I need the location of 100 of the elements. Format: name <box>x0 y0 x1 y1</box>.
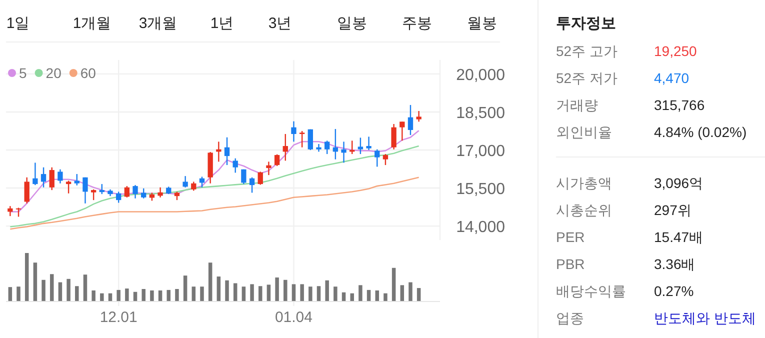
bar <box>150 290 154 301</box>
text: 0.27% <box>654 283 694 299</box>
bar <box>108 293 112 301</box>
y-tick-label: 17,000 <box>456 143 506 160</box>
category-label: 외인비율 <box>556 124 612 140</box>
candlestick <box>116 191 122 204</box>
candlestick <box>366 136 372 151</box>
candlestick <box>232 158 238 174</box>
bar <box>366 290 371 301</box>
text: 3년 <box>268 15 292 32</box>
bar <box>275 277 279 301</box>
candlestick <box>382 153 388 166</box>
candlestick <box>124 185 130 198</box>
category-label: PER <box>556 229 585 245</box>
text: 투자정보 <box>556 15 616 32</box>
bar <box>408 282 412 301</box>
bar <box>83 274 88 301</box>
bar <box>384 293 388 301</box>
text: 297위 <box>654 202 692 218</box>
bar <box>175 289 179 301</box>
candlestick <box>266 161 272 176</box>
text: 315,766 <box>654 97 705 113</box>
bar <box>192 286 196 301</box>
candlestick <box>249 176 255 194</box>
text: 1일 <box>6 15 30 32</box>
category-label: 배당수익률 <box>556 283 626 299</box>
text: 1년 <box>210 15 234 32</box>
candlestick <box>291 120 296 142</box>
text: 15.47배 <box>654 229 704 245</box>
category-label: 52주 저가 <box>556 70 618 86</box>
bar <box>92 290 96 301</box>
bar <box>42 280 46 301</box>
candlestick <box>299 130 305 148</box>
text: 3.36배 <box>654 256 696 272</box>
candlestick <box>224 136 230 166</box>
bar <box>350 293 354 301</box>
candlestick <box>99 183 104 195</box>
candlestick <box>66 180 72 194</box>
bar <box>342 292 346 301</box>
bar <box>166 290 171 301</box>
candlestick <box>132 184 138 199</box>
candlestick <box>158 186 163 198</box>
bar <box>116 290 120 301</box>
bar <box>142 289 146 301</box>
bar <box>200 286 204 301</box>
bar <box>100 293 104 301</box>
candlestick <box>341 141 346 164</box>
legend-label: 60 <box>80 65 96 81</box>
candlestick <box>308 128 313 151</box>
text: 19,250 <box>654 43 697 59</box>
bar <box>284 280 288 301</box>
text: 1개월 <box>72 15 112 32</box>
line-series <box>10 176 420 230</box>
bar <box>416 288 421 301</box>
bar <box>334 286 338 301</box>
text: 3,096억 <box>654 175 704 191</box>
text: 주봉 <box>402 15 432 32</box>
candlestick <box>82 176 88 204</box>
text: 월봉 <box>467 15 497 32</box>
bar <box>216 276 221 301</box>
bar <box>16 286 20 301</box>
bar <box>292 284 296 301</box>
category-label: 시가총액 <box>556 175 612 191</box>
bar <box>50 274 54 301</box>
candlestick <box>141 188 146 199</box>
legend-label: 20 <box>46 65 62 81</box>
candlestick <box>258 171 263 186</box>
candlestick <box>216 141 222 162</box>
category-label: 업종 <box>556 310 584 326</box>
candlestick <box>400 121 405 142</box>
text: 3개월 <box>138 15 178 32</box>
bar <box>300 284 304 301</box>
bar <box>66 278 70 301</box>
bar <box>183 276 188 301</box>
candlestick <box>282 133 288 162</box>
x-tick-label: 01.04 <box>274 309 313 326</box>
bar <box>258 286 262 301</box>
text: 반도체와 반도체 <box>654 310 756 326</box>
legend-label: 5 <box>19 65 27 81</box>
bar <box>250 284 254 301</box>
bar <box>233 283 238 301</box>
candlestick <box>8 205 13 217</box>
candlestick <box>324 140 330 155</box>
y-tick-label: 18,500 <box>456 104 506 122</box>
text: 4.84% (0.02%) <box>654 124 747 140</box>
candlestick <box>40 166 46 188</box>
y-tick-label: 15,500 <box>456 181 506 198</box>
bar <box>400 285 404 301</box>
candlestick <box>74 173 80 186</box>
text: 4,470 <box>654 70 690 86</box>
candlestick <box>358 137 364 155</box>
bar <box>158 290 162 301</box>
candlestick <box>58 168 63 184</box>
line-series <box>10 145 420 228</box>
bar <box>242 286 246 301</box>
bar <box>225 280 229 301</box>
bar <box>308 286 312 301</box>
candlestick <box>32 162 38 186</box>
candlestick <box>391 123 396 150</box>
candlestick <box>24 176 30 204</box>
